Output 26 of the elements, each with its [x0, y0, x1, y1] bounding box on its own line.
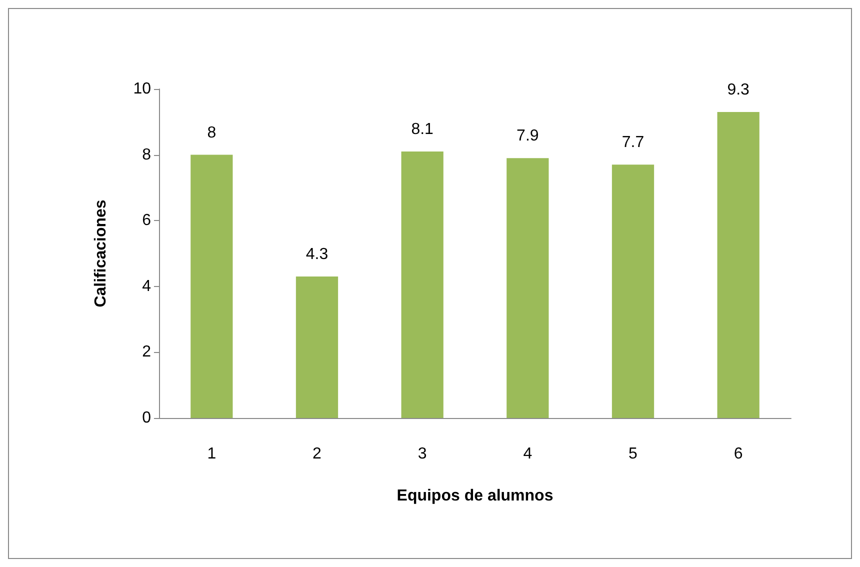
- x-tick-label: 4: [523, 446, 532, 462]
- data-label: 9.3: [727, 82, 750, 99]
- bar: [296, 276, 338, 418]
- y-tick-label: 10: [133, 80, 152, 98]
- bar: [190, 154, 233, 418]
- y-tick-label: 6: [142, 212, 152, 230]
- bar: [506, 158, 549, 418]
- y-tick-label: 4: [142, 278, 152, 295]
- bar: [717, 112, 760, 418]
- x-tick-label: 3: [418, 446, 427, 462]
- y-tick-label: 0: [142, 410, 152, 426]
- data-label: 8.1: [411, 121, 434, 138]
- y-tick-label: 8: [142, 146, 152, 164]
- y-axis-title: Calificaciones: [92, 200, 110, 308]
- x-tick-label: 6: [734, 446, 743, 462]
- x-tick-label: 1: [207, 446, 216, 462]
- data-label: 4.3: [306, 246, 328, 264]
- bar: [612, 164, 654, 418]
- data-label: 8: [207, 124, 216, 142]
- x-tick-label: 2: [312, 446, 322, 462]
- y-tick-label: 2: [142, 344, 152, 361]
- x-tick-label: 5: [628, 446, 638, 462]
- x-axis-title: Equipos de alumnos: [396, 488, 554, 504]
- data-label: 7.7: [622, 134, 644, 152]
- data-label: 7.9: [516, 128, 539, 145]
- bar: [401, 152, 444, 418]
